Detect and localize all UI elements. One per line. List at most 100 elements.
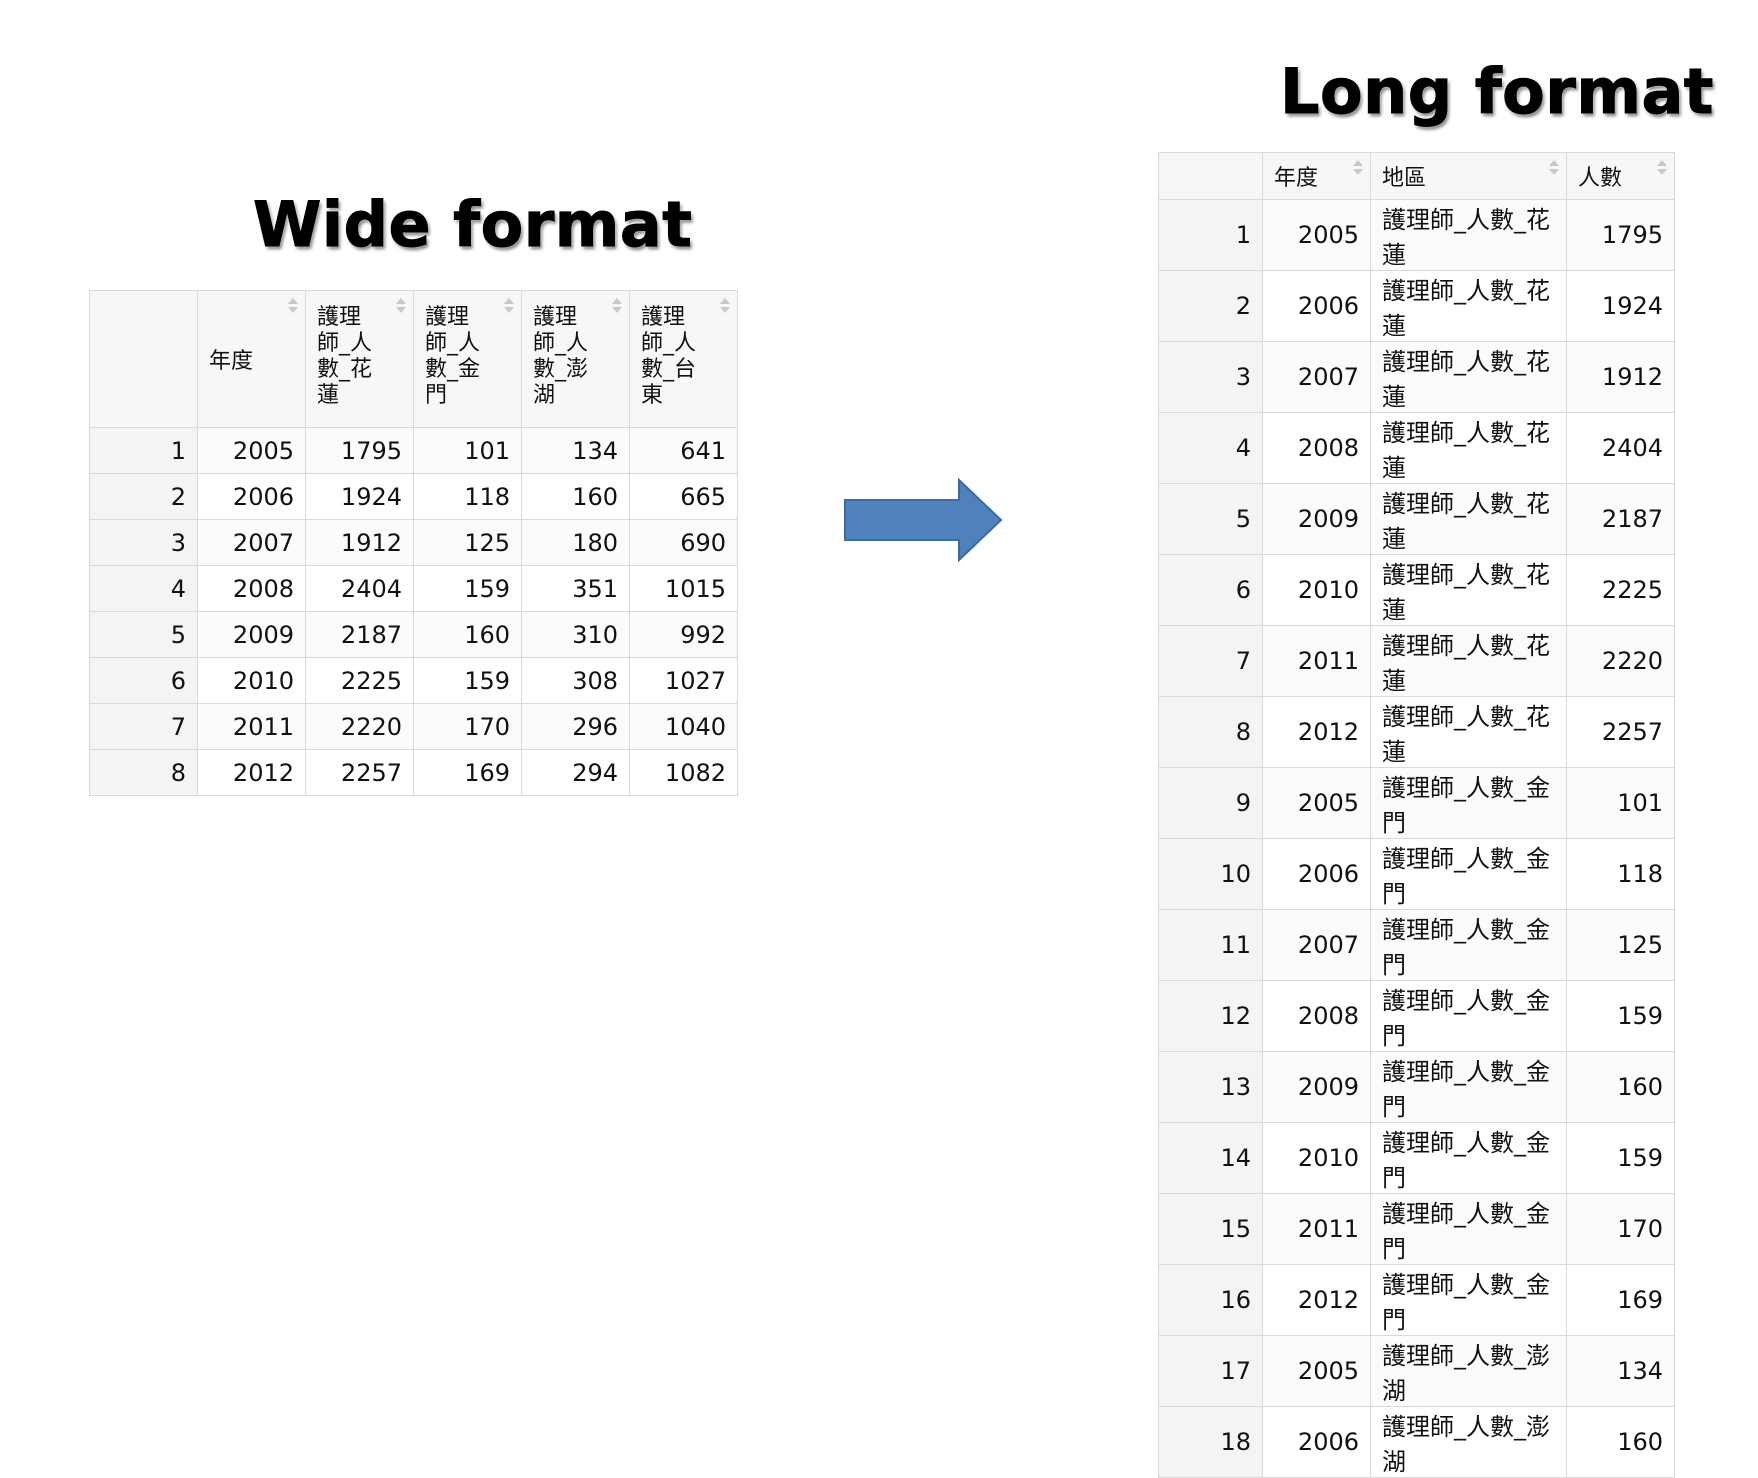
row-index-cell: 16 (1158, 1264, 1263, 1336)
table-row: 1 2005 1795 101 134 641 (89, 427, 738, 474)
sort-icon[interactable] (719, 297, 731, 317)
row-index-cell: 10 (1158, 838, 1263, 910)
table-row: 3 2007 護理師_人數_花蓮 1912 (1158, 341, 1675, 413)
table-cell: 351 (521, 565, 630, 612)
table-cell: 護理師_人數_澎湖 (1370, 1335, 1567, 1407)
table-cell: 2011 (1262, 625, 1371, 697)
column-header[interactable]: 人數 (1566, 152, 1675, 200)
wide-format-title: Wide format (252, 188, 693, 262)
table-cell: 護理師_人數_金門 (1370, 1193, 1567, 1265)
row-index-cell: 15 (1158, 1193, 1263, 1265)
table-cell: 294 (521, 749, 630, 796)
table-cell: 1912 (1566, 341, 1675, 413)
column-header[interactable]: 護理 師_人 數_花蓮 (305, 290, 414, 428)
table-cell: 2404 (1566, 412, 1675, 484)
table-cell: 690 (629, 519, 738, 566)
table-cell: 159 (413, 565, 522, 612)
table-cell: 310 (521, 611, 630, 658)
row-index-cell: 7 (1158, 625, 1263, 697)
table-cell: 2005 (1262, 199, 1371, 271)
right-arrow-icon (844, 478, 1003, 562)
table-cell: 2257 (305, 749, 414, 796)
sort-icon[interactable] (503, 297, 515, 317)
sort-icon[interactable] (1656, 159, 1668, 179)
table-cell: 134 (1566, 1335, 1675, 1407)
column-header[interactable]: 護理 師_人 數_台東 (629, 290, 738, 428)
column-header[interactable]: 護理 師_人 數_金門 (413, 290, 522, 428)
column-header[interactable]: 年度 (197, 290, 306, 428)
row-index-cell: 4 (89, 565, 198, 612)
column-header[interactable]: 年度 (1262, 152, 1371, 200)
row-index-cell: 8 (1158, 696, 1263, 768)
table-cell: 2007 (1262, 341, 1371, 413)
table-cell: 2220 (305, 703, 414, 750)
row-index-cell: 4 (1158, 412, 1263, 484)
table-cell: 2005 (197, 427, 306, 474)
table-cell: 護理師_人數_花蓮 (1370, 199, 1567, 271)
table-row: 5 2009 護理師_人數_花蓮 2187 (1158, 483, 1675, 555)
long-format-table: 年度 地區 人數 1 2005 護理師_人數_花蓮 1795 2 2006 護理師_人數_花蓮 1… (1158, 152, 1675, 1478)
table-cell: 665 (629, 473, 738, 520)
column-header[interactable]: 地區 (1370, 152, 1567, 200)
column-header[interactable]: 護理 師_人 數_澎湖 (521, 290, 630, 428)
table-row: 16 2012 護理師_人數_金門 169 (1158, 1264, 1675, 1336)
table-cell: 護理師_人數_花蓮 (1370, 412, 1567, 484)
table-cell: 護理師_人數_金門 (1370, 980, 1567, 1052)
table-cell: 2009 (1262, 483, 1371, 555)
table-cell: 160 (413, 611, 522, 658)
table-cell: 2005 (1262, 1335, 1371, 1407)
table-cell: 2012 (1262, 696, 1371, 768)
row-index-cell: 5 (89, 611, 198, 658)
column-header-label: 人數 (1578, 166, 1623, 191)
row-index-cell: 1 (89, 427, 198, 474)
table-row: 14 2010 護理師_人數_金門 159 (1158, 1122, 1675, 1194)
table-cell: 2011 (197, 703, 306, 750)
table-cell: 2187 (1566, 483, 1675, 555)
table-cell: 2010 (1262, 554, 1371, 626)
table-cell: 護理師_人數_金門 (1370, 1051, 1567, 1123)
row-index-cell: 2 (1158, 270, 1263, 342)
row-index-cell: 6 (1158, 554, 1263, 626)
table-cell: 125 (413, 519, 522, 566)
table-cell: 護理師_人數_金門 (1370, 909, 1567, 981)
table-cell: 護理師_人數_金門 (1370, 1122, 1567, 1194)
table-row: 4 2008 護理師_人數_花蓮 2404 (1158, 412, 1675, 484)
row-index-header (1158, 152, 1263, 200)
table-cell: 118 (413, 473, 522, 520)
table-row: 12 2008 護理師_人數_金門 159 (1158, 980, 1675, 1052)
table-cell: 169 (413, 749, 522, 796)
row-index-cell: 14 (1158, 1122, 1263, 1194)
table-cell: 1924 (1566, 270, 1675, 342)
table-cell: 101 (413, 427, 522, 474)
table-cell: 134 (521, 427, 630, 474)
table-cell: 180 (521, 519, 630, 566)
table-row: 9 2005 護理師_人數_金門 101 (1158, 767, 1675, 839)
table-row: 13 2009 護理師_人數_金門 160 (1158, 1051, 1675, 1123)
sort-icon[interactable] (1548, 159, 1560, 179)
table-cell: 護理師_人數_花蓮 (1370, 696, 1567, 768)
table-cell: 2008 (197, 565, 306, 612)
row-index-cell: 11 (1158, 909, 1263, 981)
row-index-cell: 12 (1158, 980, 1263, 1052)
table-row: 2 2006 護理師_人數_花蓮 1924 (1158, 270, 1675, 342)
column-header-label: 年度 (209, 349, 254, 374)
sort-icon[interactable] (1352, 159, 1364, 179)
table-cell: 護理師_人數_澎湖 (1370, 1406, 1567, 1478)
table-cell: 護理師_人數_花蓮 (1370, 270, 1567, 342)
table-cell: 2009 (197, 611, 306, 658)
sort-icon[interactable] (611, 297, 623, 317)
table-cell: 1795 (305, 427, 414, 474)
sort-icon[interactable] (287, 297, 299, 317)
table-row: 10 2006 護理師_人數_金門 118 (1158, 838, 1675, 910)
table-row: 8 2012 2257 169 294 1082 (89, 749, 738, 796)
table-cell: 296 (521, 703, 630, 750)
table-cell: 308 (521, 657, 630, 704)
table-cell: 護理師_人數_花蓮 (1370, 341, 1567, 413)
table-row: 17 2005 護理師_人數_澎湖 134 (1158, 1335, 1675, 1407)
table-cell: 101 (1566, 767, 1675, 839)
sort-icon[interactable] (395, 297, 407, 317)
table-cell: 170 (1566, 1193, 1675, 1265)
table-cell: 2007 (197, 519, 306, 566)
table-row: 3 2007 1912 125 180 690 (89, 519, 738, 566)
table-cell: 159 (1566, 1122, 1675, 1194)
